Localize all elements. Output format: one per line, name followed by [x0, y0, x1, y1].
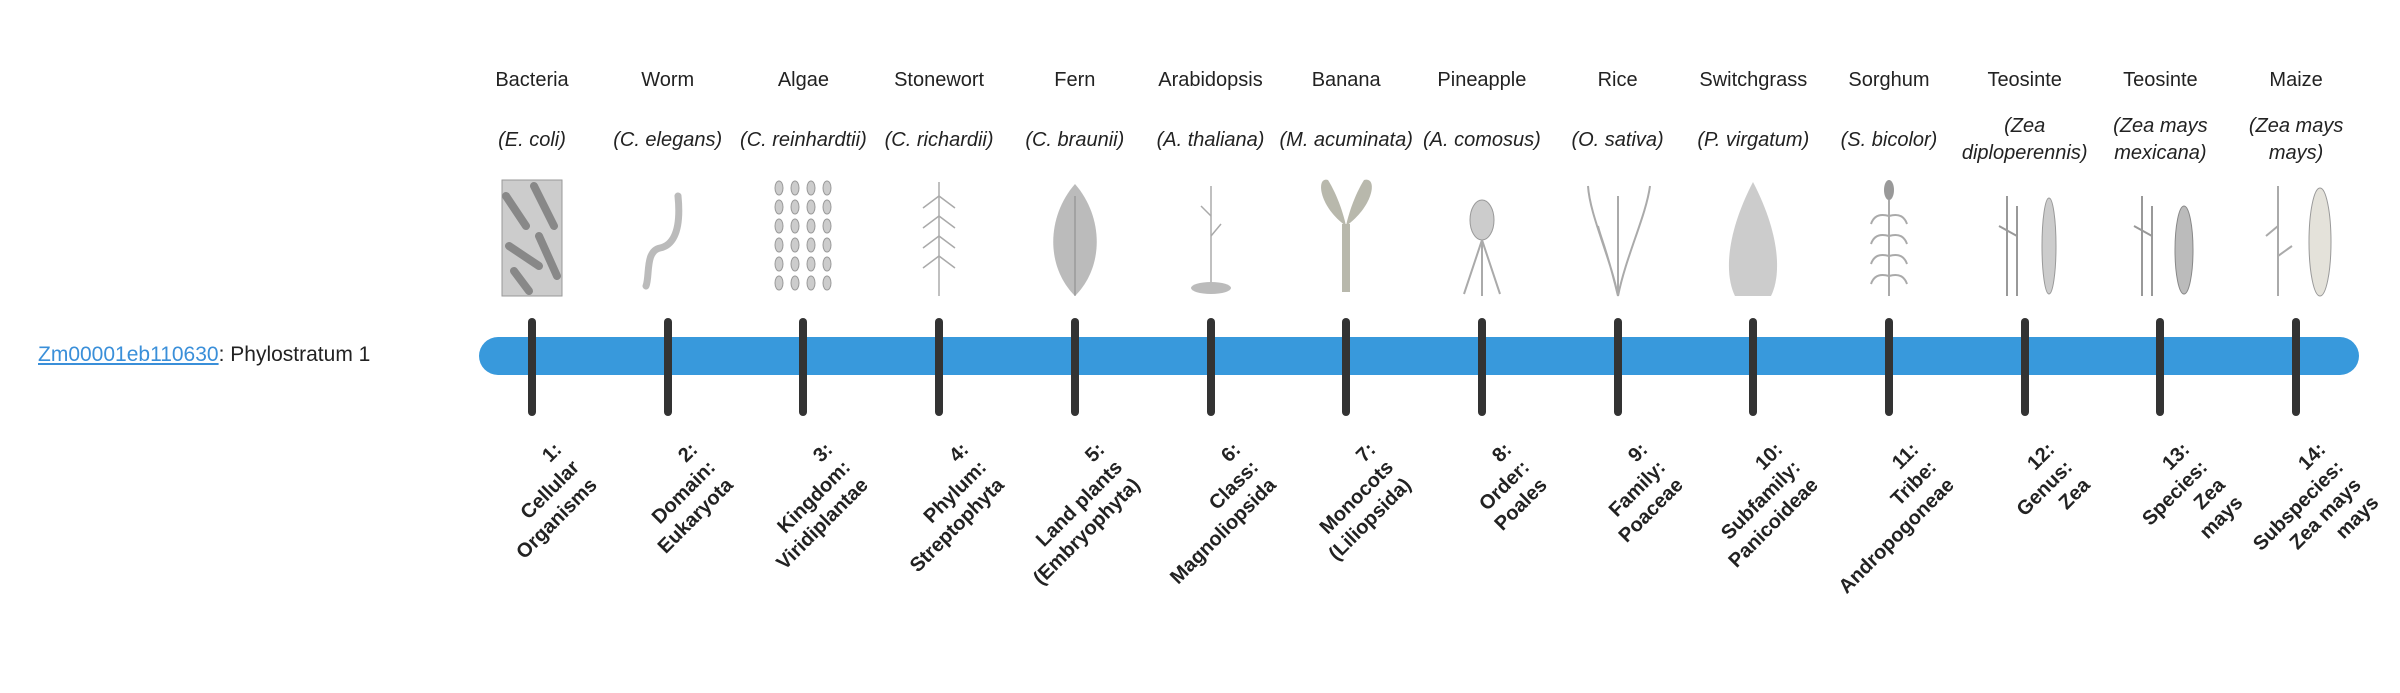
switchgrass-image	[1685, 176, 1821, 300]
fern-image	[1007, 176, 1143, 300]
stratum-tick[interactable]	[1749, 318, 1758, 416]
gene-id-link[interactable]: Zm00001eb110630	[38, 343, 219, 366]
organism-common-name: Stonewort	[894, 69, 985, 91]
organism-scientific-name: (C. reinhardtii)	[735, 108, 871, 172]
stratum-tick[interactable]	[1885, 318, 1893, 416]
stratum-tick[interactable]	[528, 318, 536, 416]
stratum-tick[interactable]	[799, 318, 808, 416]
organism-scientific-name: (M. acuminata)	[1278, 108, 1414, 172]
worm-image	[600, 176, 736, 300]
organism-common-name: Sorghum	[1848, 69, 1930, 91]
organism-scientific-name: (O. sativa)	[1550, 108, 1686, 172]
stratum-tick[interactable]	[663, 318, 672, 416]
organism-scientific-name: (Zea mays mays)	[2228, 108, 2364, 172]
organism-scientific-name: (A. thaliana)	[1143, 108, 1279, 172]
organism-scientific-name: (C. elegans)	[600, 108, 736, 172]
scientific-name-text: (C. braunii)	[1025, 128, 1125, 151]
teosinte-image	[1957, 176, 2093, 300]
algae-image	[735, 176, 871, 300]
scientific-name-text: (C. richardii)	[884, 128, 994, 151]
stratum-tick[interactable]	[2292, 318, 2301, 416]
organism-scientific-name: (S. bicolor)	[1821, 108, 1957, 172]
organism-common-name: Algae	[777, 69, 829, 91]
stonewort-image	[871, 176, 1007, 300]
rice-image	[1550, 176, 1686, 300]
scientific-name-text: (P. virgatum)	[1697, 128, 1810, 151]
organism-common-name: Switchgrass	[1699, 69, 1808, 91]
scientific-name-text: (Zea diploperennis)	[1961, 115, 2088, 164]
organism-common-name: Worm	[641, 69, 695, 91]
gene-label-separator: :	[218, 343, 231, 366]
scientific-name-text: (O. sativa)	[1571, 128, 1664, 151]
scientific-name-text: (Zea mays mexicana)	[2113, 115, 2208, 164]
sorghum-image	[1821, 176, 1957, 300]
organism-scientific-name: (E. coli)	[464, 108, 600, 172]
organism-scientific-name: (P. virgatum)	[1685, 108, 1821, 172]
scientific-name-text: (C. elegans)	[613, 128, 723, 151]
stratum-tick[interactable]	[2020, 318, 2029, 416]
pineapple-image	[1414, 176, 1550, 300]
organism-common-name: Teosinte	[2123, 69, 2198, 91]
organism-common-name: Pineapple	[1437, 69, 1527, 91]
teosinte-mexicana-image	[2092, 176, 2228, 300]
stratum-tick[interactable]	[1070, 318, 1079, 416]
organism-scientific-name: (C. richardii)	[871, 108, 1007, 172]
organism-common-name: Fern	[1054, 69, 1096, 91]
scientific-name-text: (E. coli)	[498, 128, 566, 151]
organism-scientific-name: (Zea mays mexicana)	[2092, 108, 2228, 172]
bacteria-image	[464, 176, 600, 300]
stratum-tick[interactable]	[1342, 318, 1351, 416]
maize-image	[2228, 176, 2364, 300]
organism-common-name: Maize	[2269, 69, 2323, 91]
stratum-tick[interactable]	[1206, 318, 1215, 416]
organism-common-name: Teosinte	[1987, 69, 2062, 91]
scientific-name-text: (M. acuminata)	[1279, 128, 1413, 151]
phylostratum-value: Phylostratum 1	[230, 343, 371, 366]
organism-common-name: Banana	[1311, 69, 1381, 91]
organism-scientific-name: (C. braunii)	[1007, 108, 1143, 172]
phylostratum-bar	[479, 337, 2359, 375]
scientific-name-text: (A. comosus)	[1422, 128, 1541, 151]
organism-common-name: Arabidopsis	[1158, 69, 1263, 91]
stratum-tick[interactable]	[1477, 318, 1486, 416]
stratum-tick[interactable]	[935, 318, 944, 416]
scientific-name-text: (A. thaliana)	[1156, 128, 1265, 151]
gene-label: Zm00001eb110630: Phylostratum 1	[38, 340, 370, 370]
banana-image	[1278, 176, 1414, 300]
scientific-name-text: (C. reinhardtii)	[740, 128, 867, 151]
stratum-tick[interactable]	[2156, 318, 2165, 416]
organism-common-name: Rice	[1597, 69, 1638, 91]
scientific-name-text: (Zea mays mays)	[2248, 115, 2344, 164]
scientific-name-text: (S. bicolor)	[1840, 128, 1938, 151]
organism-common-name: Bacteria	[495, 69, 569, 91]
organism-scientific-name: (A. comosus)	[1414, 108, 1550, 172]
arabidopsis-image	[1143, 176, 1279, 300]
stratum-tick[interactable]	[1613, 318, 1622, 416]
organism-scientific-name: (Zea diploperennis)	[1957, 108, 2093, 172]
